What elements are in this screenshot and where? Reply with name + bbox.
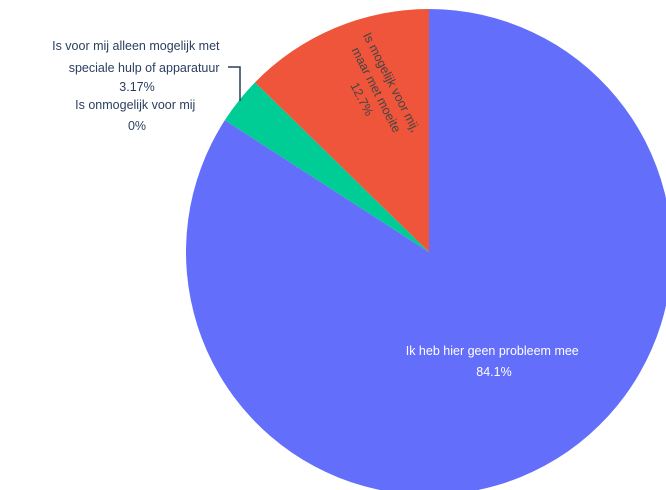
green-slice-leader-line	[228, 66, 241, 101]
zero-slice-label: Is onmogelijk voor mij 0%	[75, 98, 199, 133]
pie-slice-is-mogelijk-voor-mij-maar-met-moeite[interactable]	[254, 9, 429, 252]
blue-slice-percent: 84.1%	[476, 365, 511, 379]
green-slice-label-line2: speciale hulp of apparatuur	[69, 61, 220, 75]
green-slice-label: Is voor mij alleen mogelijk met speciale…	[52, 39, 223, 94]
green-slice-percent: 3.17%	[119, 80, 154, 94]
pie-slices	[186, 9, 666, 490]
pie-slice-is-voor-mij-alleen-mogelijk-met-speciale-hulp-of-apparatuur[interactable]	[224, 82, 429, 252]
pie-slice-ik-heb-hier-geen-probleem-mee[interactable]	[186, 9, 666, 490]
blue-slice-label: Ik heb hier geen probleem mee 84.1%	[406, 344, 583, 379]
blue-slice-label-name: Ik heb hier geen probleem mee	[406, 344, 579, 358]
zero-slice-percent: 0%	[128, 119, 146, 133]
zero-slice-label-name: Is onmogelijk voor mij	[75, 98, 195, 112]
green-slice-label-line1: Is voor mij alleen mogelijk met	[52, 39, 220, 53]
